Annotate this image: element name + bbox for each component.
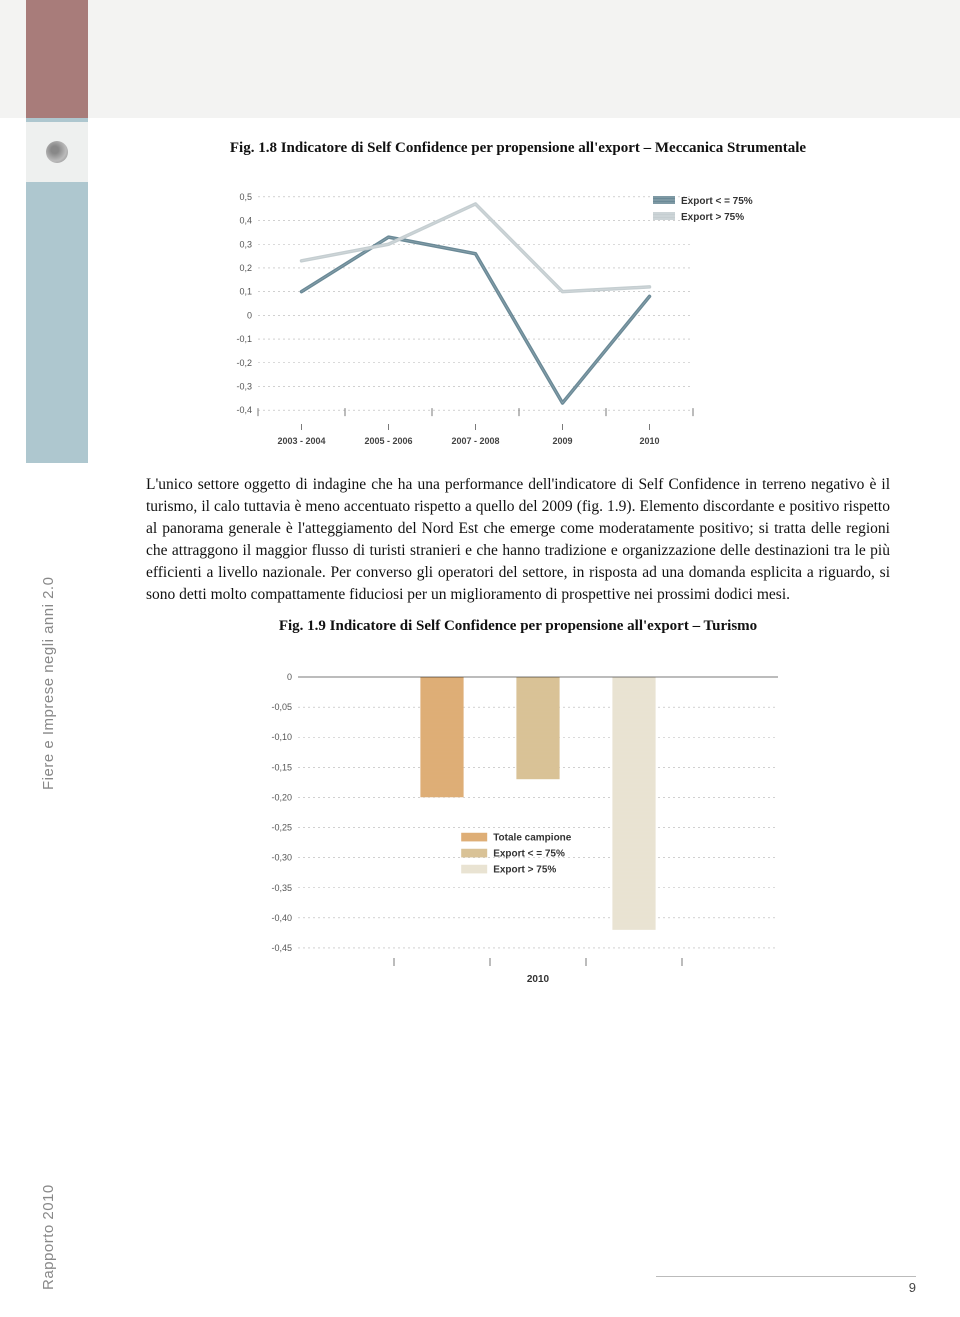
svg-text:Export < = 75%: Export < = 75% bbox=[493, 849, 565, 860]
figure-1-9-chart: -0,45 -0,40 -0,35 -0,30 -0,25 -0,20 -0,15 -0,10… bbox=[238, 655, 798, 990]
svg-text:Export > 75%: Export > 75% bbox=[681, 212, 744, 223]
svg-text:-0,1: -0,1 bbox=[236, 334, 252, 344]
svg-text:0,4: 0,4 bbox=[239, 216, 252, 226]
svg-text:2009: 2009 bbox=[552, 436, 572, 446]
svg-text:0: 0 bbox=[247, 310, 252, 320]
svg-text:Export > 75%: Export > 75% bbox=[493, 865, 556, 876]
body-paragraph: L'unico settore oggetto di indagine che … bbox=[146, 474, 890, 606]
svg-text:-0,10: -0,10 bbox=[271, 732, 292, 742]
hatched-bar-chart-svg: -0,45 -0,40 -0,35 -0,30 -0,25 -0,20 -0,15 -0,10… bbox=[238, 655, 798, 990]
svg-text:-0,4: -0,4 bbox=[236, 405, 252, 415]
svg-text:-0,25: -0,25 bbox=[271, 823, 292, 833]
logo-swirl-icon bbox=[46, 141, 68, 163]
svg-text:-0,45: -0,45 bbox=[271, 943, 292, 953]
svg-text:0,2: 0,2 bbox=[239, 263, 252, 273]
page-footer-rule bbox=[656, 1276, 916, 1277]
svg-text:-0,05: -0,05 bbox=[271, 702, 292, 712]
svg-text:-0,15: -0,15 bbox=[271, 762, 292, 772]
svg-text:2010: 2010 bbox=[639, 436, 659, 446]
svg-text:-0,20: -0,20 bbox=[271, 792, 292, 802]
page-content: Fig. 1.8 Indicatore di Self Confidence p… bbox=[138, 138, 898, 1012]
page-number: 9 bbox=[909, 1280, 916, 1295]
svg-text:0,3: 0,3 bbox=[239, 239, 252, 249]
svg-text:-0,3: -0,3 bbox=[236, 381, 252, 391]
svg-text:Totale campione: Totale campione bbox=[493, 833, 572, 844]
top-banner bbox=[0, 0, 960, 118]
line-chart-svg: -0,4 -0,3 -0,2 -0,1 0 0,1 0,2 0,3 0,4 0,5 2003 - 2… bbox=[203, 177, 833, 452]
svg-text:-0,2: -0,2 bbox=[236, 358, 252, 368]
svg-text:2007 - 2008: 2007 - 2008 bbox=[451, 436, 499, 446]
sidebar-accent-red bbox=[26, 0, 88, 118]
svg-text:0,1: 0,1 bbox=[239, 287, 252, 297]
svg-text:-0,30: -0,30 bbox=[271, 853, 292, 863]
figure-1-8-chart: -0,4 -0,3 -0,2 -0,1 0 0,1 0,2 0,3 0,4 0,5 2003 - 2… bbox=[203, 177, 833, 452]
svg-text:Export < = 75%: Export < = 75% bbox=[681, 196, 753, 207]
svg-text:2010: 2010 bbox=[527, 974, 550, 985]
sidebar-title: Fiere e Imprese negli anni 2.0 bbox=[40, 540, 57, 790]
svg-text:0: 0 bbox=[287, 672, 292, 682]
figure-1-8-title: Fig. 1.8 Indicatore di Self Confidence p… bbox=[138, 138, 898, 159]
svg-text:2003 - 2004: 2003 - 2004 bbox=[277, 436, 325, 446]
sidebar-report-label: Rapporto 2010 bbox=[40, 1180, 57, 1290]
svg-text:-0,40: -0,40 bbox=[271, 913, 292, 923]
figure-1-9-title: Fig. 1.9 Indicatore di Self Confidence p… bbox=[138, 616, 898, 637]
svg-text:2005 - 2006: 2005 - 2006 bbox=[364, 436, 412, 446]
svg-text:0,5: 0,5 bbox=[239, 192, 252, 202]
publisher-logo bbox=[26, 122, 88, 182]
svg-text:-0,35: -0,35 bbox=[271, 883, 292, 893]
